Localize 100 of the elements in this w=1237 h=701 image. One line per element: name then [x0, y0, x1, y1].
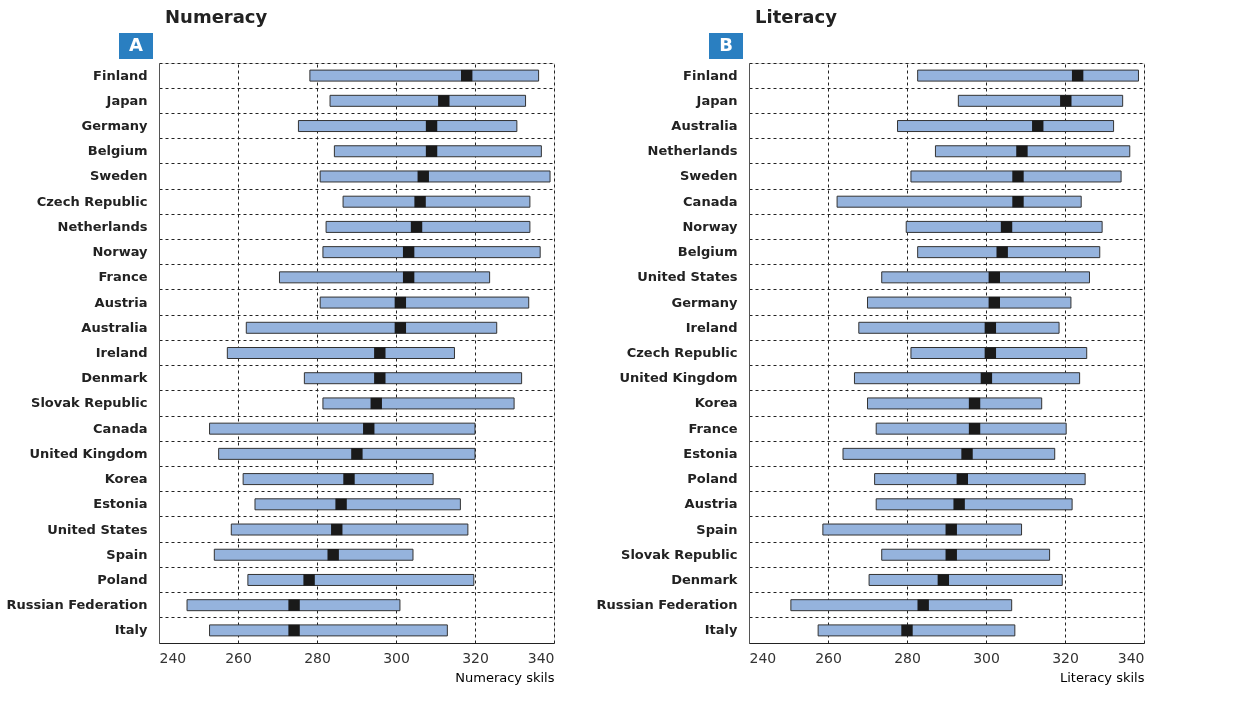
point	[917, 599, 929, 611]
point	[374, 347, 386, 359]
y-tick-label: Spain	[106, 546, 148, 562]
point	[980, 372, 993, 384]
point	[288, 624, 300, 637]
point	[394, 322, 407, 334]
y-tick-label: Netherlands	[647, 143, 738, 159]
point	[417, 170, 429, 183]
x-tick-label: 340	[527, 649, 555, 666]
y-tick-label: Korea	[694, 395, 738, 411]
point	[1071, 69, 1084, 82]
point	[351, 448, 363, 460]
y-tick-label: Estonia	[683, 445, 738, 461]
point	[945, 549, 957, 561]
y-tick-label: Japan	[105, 92, 148, 108]
point	[370, 397, 382, 410]
point	[438, 95, 450, 107]
y-tick-label: United States	[637, 269, 738, 285]
point	[335, 498, 347, 511]
y-tick-label: Korea	[104, 471, 148, 487]
x-tick-label: 320	[1052, 649, 1079, 666]
y-tick-label: Australia	[81, 319, 148, 335]
point	[984, 322, 997, 334]
point	[1000, 221, 1013, 233]
x-tick-label: 260	[815, 649, 842, 666]
y-tick-label: Belgium	[677, 244, 738, 260]
point	[1016, 145, 1028, 157]
point	[374, 372, 386, 384]
point	[945, 523, 957, 536]
y-tick-label: United Kingdom	[619, 370, 738, 386]
x-tick-label: 240	[159, 649, 187, 666]
y-tick-label: Denmark	[671, 571, 738, 587]
point	[988, 296, 1000, 309]
point	[1012, 170, 1024, 183]
point	[363, 422, 375, 435]
y-tick-label: Norway	[92, 244, 149, 260]
x-tick-label: 280	[894, 649, 921, 666]
point	[461, 69, 473, 82]
chart-title: Literacy	[755, 6, 838, 27]
y-tick-label: Russian Federation	[6, 597, 148, 613]
y-tick-label: Netherlands	[57, 218, 148, 234]
y-tick-label: United States	[47, 521, 148, 537]
point	[425, 145, 438, 157]
x-tick-label: 260	[225, 649, 252, 666]
y-tick-label: Norway	[682, 218, 739, 234]
x-axis-title: Literacy skils	[1059, 669, 1145, 685]
y-tick-label: Finland	[93, 67, 148, 83]
y-tick-label: Ireland	[95, 345, 148, 360]
y-tick-label: Czech Republic	[626, 345, 738, 360]
y-tick-label: Germany	[671, 294, 739, 310]
y-tick-label: Slovak Republic	[31, 395, 148, 411]
y-tick-label: Canada	[683, 193, 738, 209]
x-tick-label: 300	[973, 649, 1000, 666]
point	[901, 624, 913, 637]
y-tick-label: Austria	[94, 294, 148, 310]
point	[968, 422, 981, 435]
y-tick-label: France	[688, 420, 738, 436]
point	[937, 574, 950, 586]
y-tick-label: Poland	[97, 571, 148, 587]
y-tick-label: Austria	[684, 496, 738, 512]
point	[331, 523, 343, 536]
point	[988, 271, 1000, 284]
y-tick-label: Czech Republic	[36, 193, 148, 209]
y-tick-label: Sweden	[679, 168, 738, 184]
y-tick-label: Estonia	[93, 496, 148, 512]
y-tick-label: Russian Federation	[596, 597, 738, 613]
point	[1012, 195, 1024, 208]
y-tick-label: Canada	[93, 420, 148, 436]
point	[327, 549, 339, 561]
point	[1032, 120, 1044, 132]
point	[303, 574, 315, 586]
text: A	[129, 34, 144, 55]
point	[956, 473, 968, 485]
y-tick-label: France	[98, 269, 148, 285]
y-tick-label: Ireland	[685, 319, 738, 335]
point	[343, 473, 355, 485]
y-tick-label: Slovak Republic	[621, 546, 738, 562]
y-tick-label: Belgium	[87, 143, 148, 159]
y-tick-label: Spain	[696, 521, 738, 537]
y-tick-label: Germany	[81, 118, 149, 134]
y-tick-label: Japan	[695, 92, 738, 108]
point	[394, 296, 407, 309]
point	[1060, 95, 1072, 107]
x-tick-label: 340	[1117, 649, 1145, 666]
point	[402, 246, 415, 258]
x-axis-title: Numeracy skils	[455, 669, 555, 685]
y-tick-label: United Kingdom	[29, 445, 148, 461]
y-tick-label: Italy	[114, 622, 149, 638]
point	[968, 397, 981, 410]
point	[961, 448, 973, 460]
point	[414, 195, 426, 208]
y-tick-label: Finland	[683, 67, 738, 83]
y-tick-label: Australia	[671, 118, 738, 134]
y-tick-label: Denmark	[81, 370, 148, 386]
point	[996, 246, 1008, 258]
text: B	[719, 34, 733, 55]
x-tick-label: 240	[749, 649, 777, 666]
chart-title: Numeracy	[165, 6, 268, 27]
point	[953, 498, 965, 511]
x-tick-label: 320	[462, 649, 489, 666]
